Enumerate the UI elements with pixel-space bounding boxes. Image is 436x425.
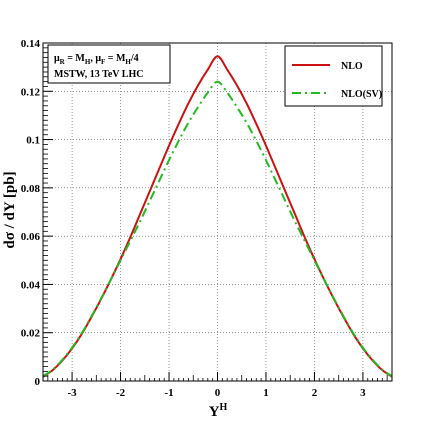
series-lines [42, 55, 393, 378]
x-tick-label: -1 [164, 387, 173, 399]
y-tick-label: 0.08 [21, 183, 41, 195]
y-tick-label: 0.02 [21, 328, 41, 340]
grid-lines [43, 43, 392, 381]
y-tick-label: 0.12 [21, 86, 41, 98]
x-tick-label: -3 [67, 387, 77, 399]
x-tick-label: 0 [215, 387, 221, 399]
annotation-frame [47, 44, 171, 84]
series-line-nlo-sv [42, 80, 393, 378]
y-tick-label: 0 [35, 376, 41, 388]
y-tick-label: 0.04 [21, 279, 41, 291]
x-tick-label: 1 [263, 387, 269, 399]
tick-labels: -3 -2 -1 0 1 2 3 0 0.02 0.04 0.06 0.08 0.1 0.12 0.14 [21, 38, 366, 399]
axis-ticks [43, 42, 388, 382]
legend-frame [284, 45, 383, 107]
x-tick-label: 3 [360, 387, 366, 399]
y-tick-label: 0.1 [26, 135, 40, 147]
y-tick-label: 0.14 [21, 38, 41, 50]
x-tick-label: 2 [312, 387, 318, 399]
legend: NLO NLO(SV) [284, 45, 383, 107]
legend-label-nlo-sv: NLO(SV) [341, 89, 382, 100]
annotation-line-pdf: MSTW, 13 TeV LHC [54, 69, 143, 80]
x-tick-label: -2 [116, 387, 126, 399]
y-tick-label: 0.06 [21, 231, 41, 243]
annotation-box: μR = MH, μF = MH/4 MSTW, 13 TeV LHC [47, 44, 171, 84]
legend-label-nlo: NLO [341, 61, 363, 72]
y-axis-title: dσ / dY [pb] [2, 171, 18, 248]
x-axis-title: YH [209, 402, 228, 420]
annotation-line-scales: μR = MH, μF = MH/4 [54, 53, 139, 66]
